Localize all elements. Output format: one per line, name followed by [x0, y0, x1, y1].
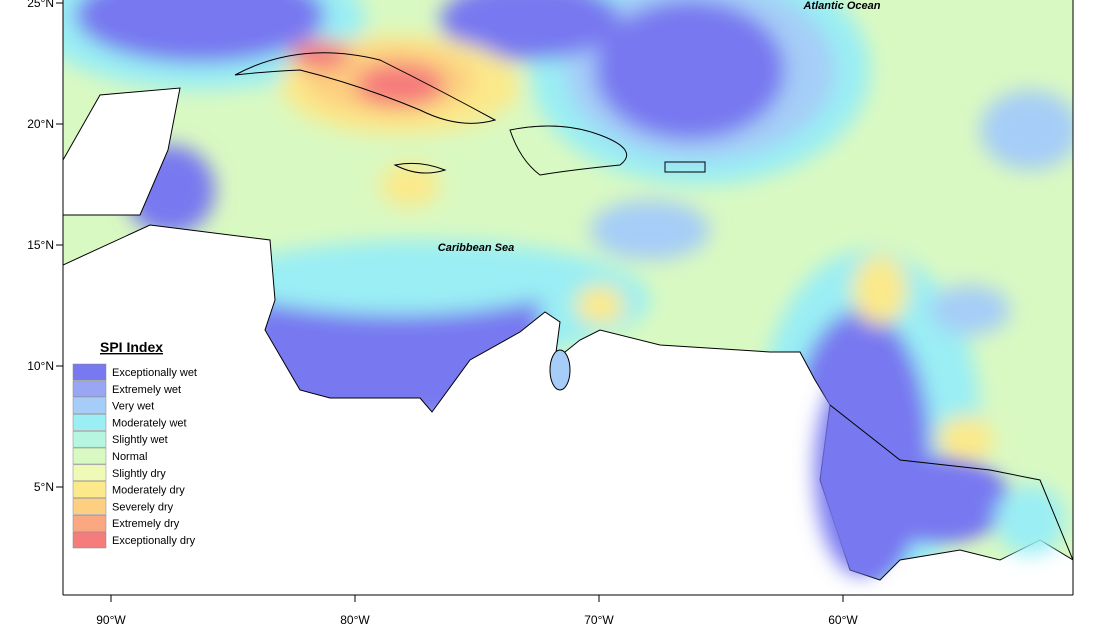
legend-label: Extremely wet — [112, 384, 181, 396]
lat-tick-label: 20°N — [27, 117, 54, 131]
sea-label: Caribbean Sea — [438, 242, 514, 254]
legend-label: Exceptionally wet — [112, 367, 197, 379]
lat-tick-label: 25°N — [27, 0, 54, 10]
lat-tick-label: 15°N — [27, 238, 54, 252]
guiana-border — [829, 404, 1073, 561]
legend-swatch — [72, 363, 107, 381]
legend-title: SPI Index — [100, 339, 163, 355]
legend-swatch — [72, 498, 107, 515]
legend-swatch — [72, 481, 107, 498]
legend-label: Extremely dry — [112, 518, 180, 530]
legend-label: Normal — [112, 451, 147, 463]
legend-swatch — [72, 464, 107, 482]
lon-tick-label: 60°W — [828, 613, 858, 627]
spi-field — [63, 0, 1073, 595]
lon-tick-label: 70°W — [584, 613, 614, 627]
legend: Exceptionally wet Extremely wet Very wet Mo… — [72, 363, 197, 549]
puerto-rico — [664, 161, 706, 173]
cuba — [234, 52, 497, 124]
hispaniola — [509, 125, 628, 176]
legend-swatch — [72, 430, 107, 448]
ocean-label: Atlantic Ocean — [802, 0, 880, 12]
lake-maracaibo — [549, 349, 571, 391]
legend-label: Very wet — [112, 401, 154, 413]
jamaica — [393, 162, 447, 174]
legend-label: Slightly dry — [112, 468, 166, 480]
land-north — [63, 87, 181, 216]
legend-label: Moderately wet — [112, 417, 187, 429]
legend-label: Moderately dry — [112, 485, 185, 497]
legend-swatch — [72, 380, 107, 398]
lat-tick-label: 5°N — [34, 480, 54, 494]
legend-swatch — [72, 414, 107, 431]
legend-swatch — [72, 514, 107, 532]
legend-label: Exceptionally dry — [112, 535, 196, 547]
legend-label: Slightly wet — [112, 434, 168, 446]
legend-swatch — [72, 531, 107, 549]
legend-swatch — [72, 397, 107, 414]
lat-tick-label: 10°N — [27, 359, 54, 373]
ticks: 25°N 20°N 15°N 10°N 5°N 90°W 80°W 70°W 60°W — [27, 0, 858, 627]
lon-tick-label: 90°W — [96, 613, 126, 627]
legend-swatch — [72, 447, 107, 465]
lon-tick-label: 80°W — [340, 613, 370, 627]
legend-label: Severely dry — [112, 501, 174, 513]
